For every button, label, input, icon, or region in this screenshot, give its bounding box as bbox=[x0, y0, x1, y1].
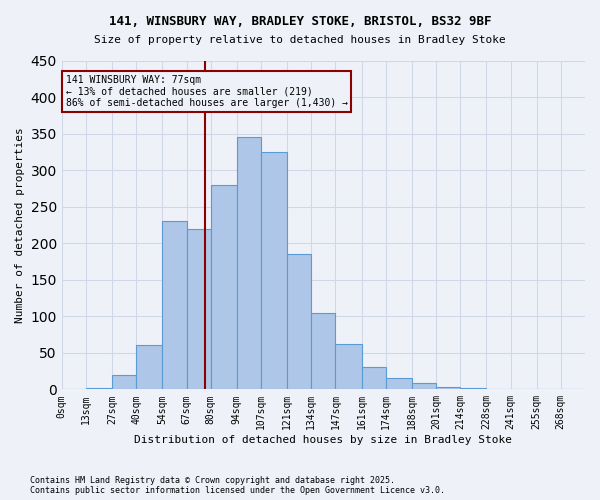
Bar bbox=[163, 222, 187, 390]
Bar bbox=[136, 346, 163, 390]
Text: Size of property relative to detached houses in Bradley Stoke: Size of property relative to detached ho… bbox=[94, 35, 506, 45]
Bar bbox=[386, 378, 412, 390]
Bar bbox=[460, 388, 487, 390]
Text: Contains HM Land Registry data © Crown copyright and database right 2025.
Contai: Contains HM Land Registry data © Crown c… bbox=[30, 476, 445, 495]
Bar bbox=[112, 374, 136, 390]
Bar bbox=[187, 228, 211, 390]
X-axis label: Distribution of detached houses by size in Bradley Stoke: Distribution of detached houses by size … bbox=[134, 435, 512, 445]
Bar bbox=[335, 344, 362, 390]
Bar bbox=[86, 388, 112, 390]
Bar bbox=[287, 254, 311, 390]
Bar bbox=[362, 368, 386, 390]
Text: 141 WINSBURY WAY: 77sqm
← 13% of detached houses are smaller (219)
86% of semi-d: 141 WINSBURY WAY: 77sqm ← 13% of detache… bbox=[65, 75, 347, 108]
Text: 141, WINSBURY WAY, BRADLEY STOKE, BRISTOL, BS32 9BF: 141, WINSBURY WAY, BRADLEY STOKE, BRISTO… bbox=[109, 15, 491, 28]
Bar bbox=[261, 152, 287, 390]
Bar bbox=[311, 312, 335, 390]
Y-axis label: Number of detached properties: Number of detached properties bbox=[15, 127, 25, 323]
Bar bbox=[211, 184, 237, 390]
Bar bbox=[237, 137, 261, 390]
Bar bbox=[487, 388, 511, 390]
Bar bbox=[436, 387, 460, 390]
Bar bbox=[412, 384, 436, 390]
